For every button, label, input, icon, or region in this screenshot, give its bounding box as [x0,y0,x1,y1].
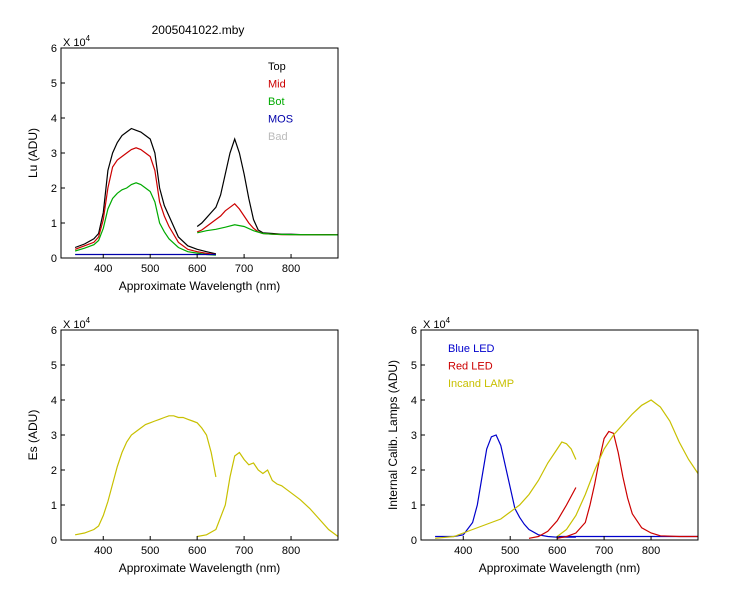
y-tick-label: 2 [51,465,57,477]
y-tick-label: 3 [411,430,417,442]
x-tick-label: 800 [282,263,300,275]
series-line-mid-1 [196,202,339,236]
series-line-bot-1 [197,224,339,236]
legend-entry-mos: MOS [268,114,293,126]
y-tick-label: 4 [411,395,417,407]
series-line-top-1 [196,137,339,236]
x-axis-label: Approximate Wavelength (nm) [119,279,281,293]
x-tick-label: 400 [94,545,112,557]
y-tick-label: 1 [411,500,417,512]
series-line-incand-lamp-0 [435,441,577,539]
series-line-bot-0 [74,182,216,256]
series-line-top-0 [74,127,217,255]
y-tick-label: 4 [51,113,57,125]
scale-exponent: 4 [86,34,91,43]
y-axis-label: Lu (ADU) [26,128,40,178]
x-tick-label: 800 [282,545,300,557]
y-tick-label: 1 [51,500,57,512]
x-tick-label: 500 [501,545,519,557]
y-tick-label: 0 [51,253,57,265]
plot-frame [60,329,339,541]
x-axis-label: Approximate Wavelength (nm) [119,561,281,575]
y-tick-label: 2 [51,183,57,195]
series-line-red-led-0 [528,487,577,539]
x-tick-label: 400 [94,263,112,275]
y-tick-label: 5 [411,360,417,372]
y-tick-label: 0 [411,535,417,547]
scale-exponent: 4 [86,316,91,325]
y-axis-label: Internal Calib. Lamps (ADU) [386,360,400,510]
scale-label: X 104 [423,316,451,331]
x-tick-label: 600 [548,545,566,557]
y-tick-label: 3 [51,148,57,160]
series-line-es-0 [74,415,217,536]
scale-label: X 104 [63,316,91,331]
y-tick-label: 5 [51,360,57,372]
x-tick-label: 500 [141,263,159,275]
legend-entry-bot: Bot [268,96,285,108]
y-tick-label: 6 [51,43,57,55]
x-tick-label: 400 [454,545,472,557]
x-axis-label: Approximate Wavelength (nm) [479,561,641,575]
y-tick-label: 2 [411,465,417,477]
series-line-mid-0 [74,147,216,256]
x-tick-label: 800 [642,545,660,557]
series-line-red-led-1 [557,430,698,539]
legend-entry-mid: Mid [268,79,286,91]
y-tick-label: 3 [51,430,57,442]
series-line-blue-led-0 [435,434,576,538]
y-tick-label: 5 [51,78,57,90]
figure-title: 2005041022.mby [152,23,245,37]
legend-entry-red-led: Red LED [448,361,493,373]
scale-exponent: 4 [446,316,451,325]
legend-entry-incand-lamp: Incand LAMP [448,378,514,390]
es-chart: 400 500 600 700 800 0 1 2 3 4 5 6 X 104 Approximate W… [26,316,339,575]
y-tick-label: 4 [51,395,57,407]
y-tick-label: 0 [51,535,57,547]
legend-entry-bad: Bad [268,131,288,143]
x-tick-label: 600 [188,263,206,275]
x-tick-label: 600 [188,545,206,557]
scale-label: X 104 [63,34,91,49]
y-tick-label: 6 [51,325,57,337]
lu-chart: 400 500 600 700 800 0 1 2 3 4 5 6 X 104 Approximate W… [26,34,339,293]
plot-frame [60,47,339,259]
y-tick-label: 6 [411,325,417,337]
series-line-es-1 [197,451,339,538]
y-tick-label: 1 [51,218,57,230]
lamps-chart: 400 500 600 700 800 0 1 2 3 4 5 6 X 104 Approximate W… [386,316,699,575]
series-line-incand-lamp-1 [556,399,699,537]
x-tick-label: 700 [235,263,253,275]
y-axis-label: Es (ADU) [26,410,40,461]
legend-entry-blue-led: Blue LED [448,343,495,355]
x-tick-label: 500 [141,545,159,557]
x-tick-label: 700 [595,545,613,557]
legend-entry-top: Top [268,61,286,73]
x-tick-label: 700 [235,545,253,557]
